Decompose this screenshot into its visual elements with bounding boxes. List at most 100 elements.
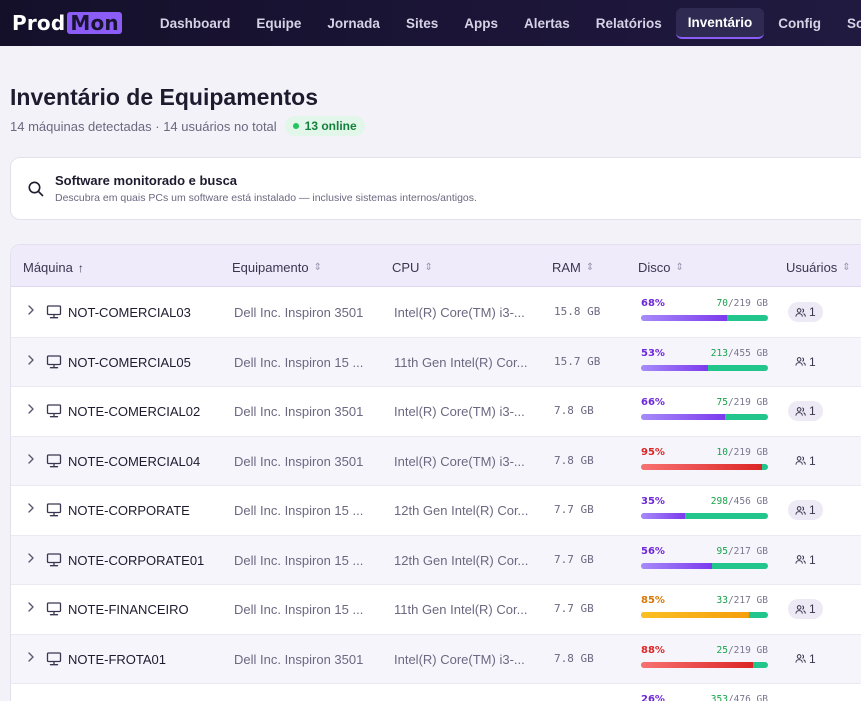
- column-header-disk[interactable]: Disco ⇕: [638, 260, 684, 275]
- table-row[interactable]: NOTE-FINANCEIRO Dell Inc. Inspiron 15 ..…: [11, 585, 861, 635]
- table-row[interactable]: NOT-COMERCIAL05 Dell Inc. Inspiron 15 ..…: [11, 337, 861, 387]
- disk-usage: 56% 95/217 GB: [641, 546, 768, 569]
- users-count: 1: [809, 453, 816, 468]
- nav-item-sites[interactable]: Sites: [405, 15, 439, 31]
- brand-logo-part2: Mon: [67, 12, 122, 34]
- computer-icon: [46, 552, 62, 566]
- disk-usage: 68% 70/219 GB: [641, 298, 768, 321]
- disk-usage-bar: [641, 661, 768, 668]
- table-row[interactable]: NOTE-CORPORATE01 Dell Inc. Inspiron 15 .…: [11, 535, 861, 585]
- column-header-cpu[interactable]: CPU ⇕: [392, 260, 433, 275]
- table-row[interactable]: NOTE-COMERCIAL04 Dell Inc. Inspiron 3501…: [11, 436, 861, 486]
- cpu-model: Intel(R) Core(TM) i3-...: [394, 404, 525, 419]
- chevron-right-icon[interactable]: [26, 453, 36, 465]
- nav-item-dashboard[interactable]: Dashboard: [159, 15, 231, 31]
- chevron-right-icon[interactable]: [26, 552, 36, 564]
- nav-item-sobre[interactable]: Sobre: [847, 15, 861, 31]
- search-icon: [28, 181, 44, 196]
- users-count-badge[interactable]: 1: [788, 401, 823, 421]
- disk-used-percent: 66%: [641, 397, 665, 408]
- chevron-right-icon[interactable]: [26, 651, 36, 663]
- sort-icon: ⇕: [585, 262, 595, 273]
- ram-size: 7.8 GB: [554, 651, 594, 665]
- nav-item-config[interactable]: Config: [778, 15, 822, 31]
- disk-free-total: 213/455 GB: [711, 348, 768, 359]
- nav-item-alertas[interactable]: Alertas: [523, 15, 570, 31]
- table-row[interactable]: NOTE-CORPORATE Dell Inc. Inspiron 15 ...…: [11, 486, 861, 536]
- column-header-users[interactable]: Usuários ⇕: [786, 260, 851, 275]
- disk-free: 298: [710, 496, 728, 507]
- disk-total: /219 GB: [727, 644, 768, 656]
- machine-count-text: 14 máquinas detectadas · 14 usuários no …: [10, 118, 277, 134]
- disk-free-total: 353/476 GB: [711, 694, 768, 701]
- users-icon: [795, 654, 806, 663]
- chevron-right-icon[interactable]: [26, 304, 36, 316]
- chevron-right-icon[interactable]: [26, 354, 36, 366]
- users-count-badge[interactable]: 1: [788, 302, 823, 322]
- disk-total: /476 GB: [727, 694, 768, 701]
- users-icon: [795, 357, 806, 366]
- cpu-model: 11th Gen Intel(R) Cor...: [394, 354, 528, 370]
- disk-free-total: 25/219 GB: [717, 645, 769, 656]
- disk-free: 33: [716, 595, 728, 606]
- chevron-right-icon[interactable]: [26, 502, 36, 514]
- brand-logo[interactable]: Prod Mon: [12, 11, 122, 35]
- software-search-card[interactable]: Software monitorado e busca Descubra em …: [10, 157, 861, 220]
- users-count-badge[interactable]: 1: [788, 500, 823, 520]
- disk-total: /217 GB: [727, 595, 768, 606]
- disk-usage-bar: [641, 562, 768, 569]
- equipment-model: Dell Inc. Inspiron 15 ...: [234, 503, 364, 518]
- users-count: 1: [809, 602, 816, 616]
- disk-used-percent: 26%: [641, 694, 665, 701]
- users-count-badge[interactable]: 1: [788, 451, 823, 471]
- computer-icon: [46, 651, 62, 665]
- software-card-title: Software monitorado e busca: [55, 173, 238, 188]
- nav-item-relatorios[interactable]: Relatórios: [595, 15, 662, 31]
- table-row[interactable]: 26% 353/476 GB: [11, 684, 861, 701]
- users-count: 1: [809, 305, 816, 319]
- page-subtitle: 14 máquinas detectadas · 14 usuários no …: [10, 116, 365, 136]
- machine-name: NOT-COMERCIAL05: [68, 354, 191, 370]
- table-row[interactable]: NOT-COMERCIAL03 Dell Inc. Inspiron 3501 …: [11, 288, 861, 338]
- equipment-model: Dell Inc. Inspiron 15 ...: [234, 552, 364, 568]
- column-header-equipment[interactable]: Equipamento ⇕: [232, 260, 322, 275]
- users-count-badge[interactable]: 1: [788, 550, 823, 570]
- users-icon: [795, 555, 806, 564]
- users-icon: [795, 456, 806, 465]
- disk-total: /456 GB: [727, 496, 768, 507]
- nav-item-equipe[interactable]: Equipe: [256, 15, 302, 31]
- chevron-right-icon[interactable]: [26, 403, 36, 415]
- column-header-machine[interactable]: Máquina ↑: [23, 260, 84, 275]
- machine-name: NOTE-CORPORATE: [68, 503, 190, 518]
- users-count-badge[interactable]: 1: [788, 649, 823, 669]
- disk-free: 213: [710, 347, 728, 359]
- machine-name: NOTE-COMERCIAL02: [68, 404, 201, 419]
- machine-name: NOTE-CORPORATE01: [68, 552, 205, 568]
- equipment-model: Dell Inc. Inspiron 3501: [234, 453, 364, 469]
- nav-item-inventario[interactable]: Inventário: [675, 7, 765, 39]
- users-icon: [795, 505, 806, 515]
- column-header-ram[interactable]: RAM ⇕: [552, 260, 594, 275]
- disk-used-percent: 88%: [641, 644, 665, 656]
- disk-free: 95: [716, 545, 728, 557]
- nav-item-jornada[interactable]: Jornada: [327, 15, 380, 31]
- users-count-badge[interactable]: 1: [788, 352, 823, 372]
- users-count-badge[interactable]: 1: [788, 599, 823, 619]
- disk-usage: 53% 213/455 GB: [641, 348, 768, 371]
- disk-total: /219 GB: [727, 397, 768, 408]
- disk-used-fill: [641, 612, 749, 618]
- chevron-right-icon[interactable]: [26, 601, 36, 613]
- ram-size: 7.7 GB: [554, 552, 594, 566]
- table-row[interactable]: NOTE-COMERCIAL02 Dell Inc. Inspiron 3501…: [11, 387, 861, 437]
- cpu-model: 12th Gen Intel(R) Cor...: [394, 552, 529, 568]
- nav-item-apps[interactable]: Apps: [464, 15, 498, 31]
- disk-used-fill: [641, 315, 728, 321]
- ram-size: 15.7 GB: [554, 354, 601, 368]
- sort-icon: ⇕: [313, 262, 323, 273]
- disk-free: 75: [716, 397, 728, 408]
- disk-used-percent: 68%: [641, 298, 665, 309]
- table-row[interactable]: NOTE-FROTA01 Dell Inc. Inspiron 3501 Int…: [11, 634, 861, 684]
- disk-usage-bar: [641, 513, 768, 519]
- disk-total: /217 GB: [727, 545, 768, 557]
- column-label: RAM: [552, 260, 581, 275]
